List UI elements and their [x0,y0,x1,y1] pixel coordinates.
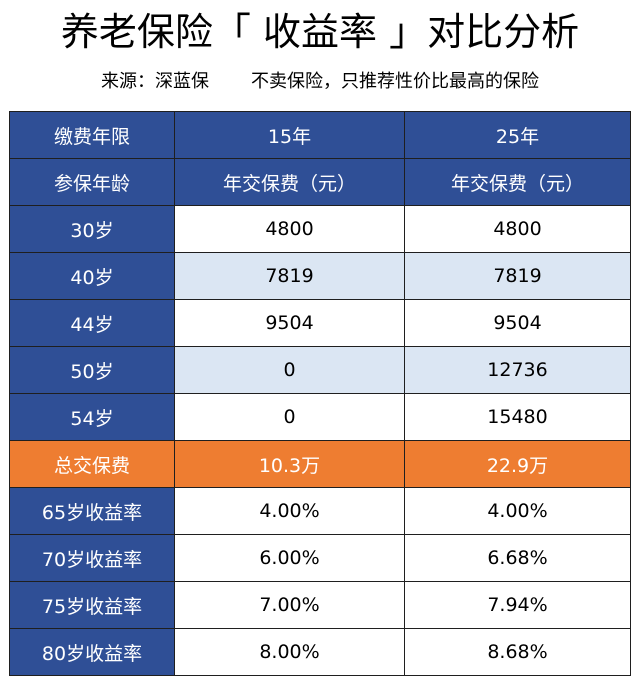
header-row-payment-term: 缴费年限 15年 25年 [9,111,631,159]
header-row-age: 参保年龄 年交保费（元） 年交保费（元） [9,158,631,206]
header-cell: 年交保费（元） [174,158,405,206]
source-slogan: 不卖保险，只推荐性价比最高的保险 [251,71,539,92]
table-cell: 0 [174,346,405,394]
table-cell: 6.00% [174,534,405,582]
table-cell: 15480 [404,393,631,441]
table-cell: 9504 [404,299,631,347]
header-cell: 年交保费（元） [404,158,631,206]
table-cell: 4800 [174,205,405,253]
rate-row: 65岁收益率 4.00% 4.00% [9,487,631,535]
row-label: 70岁收益率 [9,534,175,582]
row-label: 80岁收益率 [9,628,175,676]
header-cell: 缴费年限 [9,111,175,159]
row-label: 44岁 [9,299,175,347]
table-cell: 6.68% [404,534,631,582]
table-row: 30岁 4800 4800 [9,205,631,253]
table-cell: 4800 [404,205,631,253]
comparison-table: 缴费年限 15年 25年 参保年龄 年交保费（元） 年交保费（元） 30岁 48… [9,111,631,676]
row-label: 50岁 [9,346,175,394]
table-cell: 4.00% [174,487,405,535]
total-cell: 22.9万 [404,440,631,488]
total-label: 总交保费 [9,440,175,488]
table-cell: 7.94% [404,581,631,629]
rate-row: 75岁收益率 7.00% 7.94% [9,581,631,629]
table-cell: 7.00% [174,581,405,629]
table-cell: 0 [174,393,405,441]
page-title: 养老保险「 收益率 」对比分析 [60,10,580,54]
table-cell: 12736 [404,346,631,394]
table-cell: 8.68% [404,628,631,676]
table-row: 44岁 9504 9504 [9,299,631,347]
rate-row: 70岁收益率 6.00% 6.68% [9,534,631,582]
table-cell: 4.00% [404,487,631,535]
header-cell: 25年 [404,111,631,159]
row-label: 54岁 [9,393,175,441]
total-cell: 10.3万 [174,440,405,488]
row-label: 65岁收益率 [9,487,175,535]
table-row: 50岁 0 12736 [9,346,631,394]
table-cell: 7819 [174,252,405,300]
table-row: 40岁 7819 7819 [9,252,631,300]
source-line: 来源：深蓝保 不卖保险，只推荐性价比最高的保险 [0,66,640,98]
row-label: 30岁 [9,205,175,253]
table-row: 54岁 0 15480 [9,393,631,441]
rate-row: 80岁收益率 8.00% 8.68% [9,628,631,676]
source-label: 来源：深蓝保 [101,71,209,92]
header-cell: 15年 [174,111,405,159]
table-cell: 9504 [174,299,405,347]
table-cell: 7819 [404,252,631,300]
row-label: 75岁收益率 [9,581,175,629]
total-row: 总交保费 10.3万 22.9万 [9,440,631,488]
header-cell: 参保年龄 [9,158,175,206]
row-label: 40岁 [9,252,175,300]
table-cell: 8.00% [174,628,405,676]
